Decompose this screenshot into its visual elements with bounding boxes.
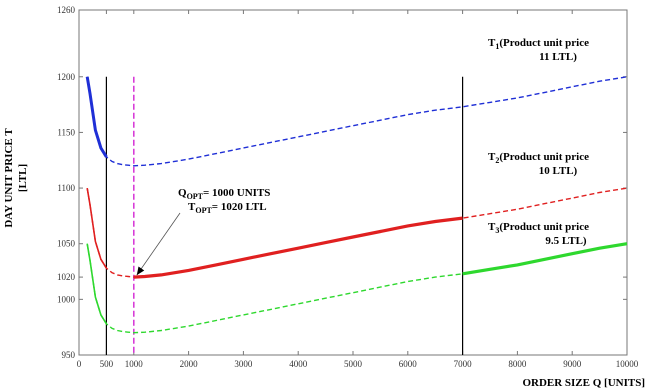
- y-tick-label: 1020: [57, 272, 76, 282]
- svg-text:T1(Product unit price: T1(Product unit price: [488, 37, 589, 51]
- optimum-annotation: QOPT= 1000 UNITS TOPT= 1020 LTL: [136, 187, 270, 276]
- q-opt-rest: = 1000 UNITS: [203, 187, 270, 199]
- t-opt-rest: = 1020 LTL: [212, 201, 267, 213]
- y-tick-label: 1260: [57, 5, 76, 15]
- svg-text:T2(Product unit price: T2(Product unit price: [488, 151, 589, 165]
- y-tick-label: 1150: [57, 127, 75, 137]
- series-line-emphasis-t3: [462, 242, 628, 276]
- series-label-t1-sub: 1: [495, 42, 499, 51]
- series-label-t3-prefix: T: [488, 221, 496, 233]
- series-line-t1: [86, 76, 628, 167]
- x-axis-title: ORDER SIZE Q [UNITS]: [522, 377, 645, 389]
- x-tick-label: 7000: [454, 359, 473, 369]
- series-line-emphasis-t2: [133, 216, 463, 279]
- svg-text:T3(Product unit price: T3(Product unit price: [488, 221, 589, 235]
- x-tick-label: 8000: [508, 359, 527, 369]
- annotation-arrow-line: [136, 212, 181, 276]
- series-layer: [85, 76, 628, 334]
- series-line-head-t3: [86, 243, 108, 325]
- y-tick-label: 1100: [57, 183, 75, 193]
- x-tick-label: 500: [100, 359, 114, 369]
- series-label-t3: T3(Product unit price 9.5 LTL): [488, 221, 589, 247]
- x-tick-label: 2000: [180, 359, 199, 369]
- y-axis-title-line1: DAY UNIT PRICE T: [3, 128, 15, 228]
- series-label-t1-prefix: T: [488, 37, 496, 49]
- x-tick-label: 10000: [616, 359, 639, 369]
- series-label-t3-line2: 9.5 LTL): [545, 235, 587, 247]
- q-opt-sub: OPT: [187, 192, 204, 201]
- series-label-t2-rest: (Product unit price: [499, 151, 589, 163]
- t-opt-label: TOPT= 1020 LTL: [188, 201, 267, 215]
- series-label-t3-rest: (Product unit price: [499, 221, 589, 233]
- series-label-t1-line2: 11 LTL): [539, 51, 577, 63]
- series-label-t2-sub: 2: [495, 156, 499, 165]
- series-label-t1: T1(Product unit price 11 LTL): [488, 37, 589, 63]
- x-tick-label: 1000: [125, 359, 144, 369]
- series-line-t3: [86, 243, 628, 334]
- series-label-t2-line2: 10 LTL): [539, 165, 578, 177]
- y-tick-label: 1050: [57, 239, 76, 249]
- series-label-t2: T2(Product unit price 10 LTL): [488, 151, 589, 177]
- series-label-t1-rest: (Product unit price: [499, 37, 589, 49]
- vertical-lines: [105, 76, 464, 355]
- series-line-head-t2: [86, 187, 108, 269]
- series-label-t3-sub: 3: [495, 226, 499, 235]
- y-axis-title-line2: [LTL]: [17, 164, 29, 192]
- series-line-head-t1: [85, 76, 108, 158]
- series-line-t2: [86, 187, 628, 278]
- x-tick-label: 4000: [289, 359, 308, 369]
- x-tick-label: 3000: [234, 359, 253, 369]
- annotation-arrow-head: [136, 266, 145, 276]
- q-opt-prefix: Q: [178, 187, 187, 199]
- x-tick-label: 6000: [399, 359, 418, 369]
- series-label-t2-prefix: T: [488, 151, 496, 163]
- x-tick-label: 0: [77, 359, 82, 369]
- tick-layer: 0 500 1000 2000 3000 4000 5000 6000 7000 8000 9000…: [57, 5, 639, 369]
- x-tick-label: 9000: [563, 359, 582, 369]
- x-tick-label: 5000: [344, 359, 363, 369]
- y-tick-label: 1200: [57, 72, 76, 82]
- y-tick-label: 950: [62, 350, 76, 360]
- y-tick-label: 1000: [57, 294, 76, 304]
- q-opt-label: QOPT= 1000 UNITS: [178, 187, 270, 201]
- t-opt-prefix: T: [188, 201, 196, 213]
- t-opt-sub: OPT: [195, 206, 212, 215]
